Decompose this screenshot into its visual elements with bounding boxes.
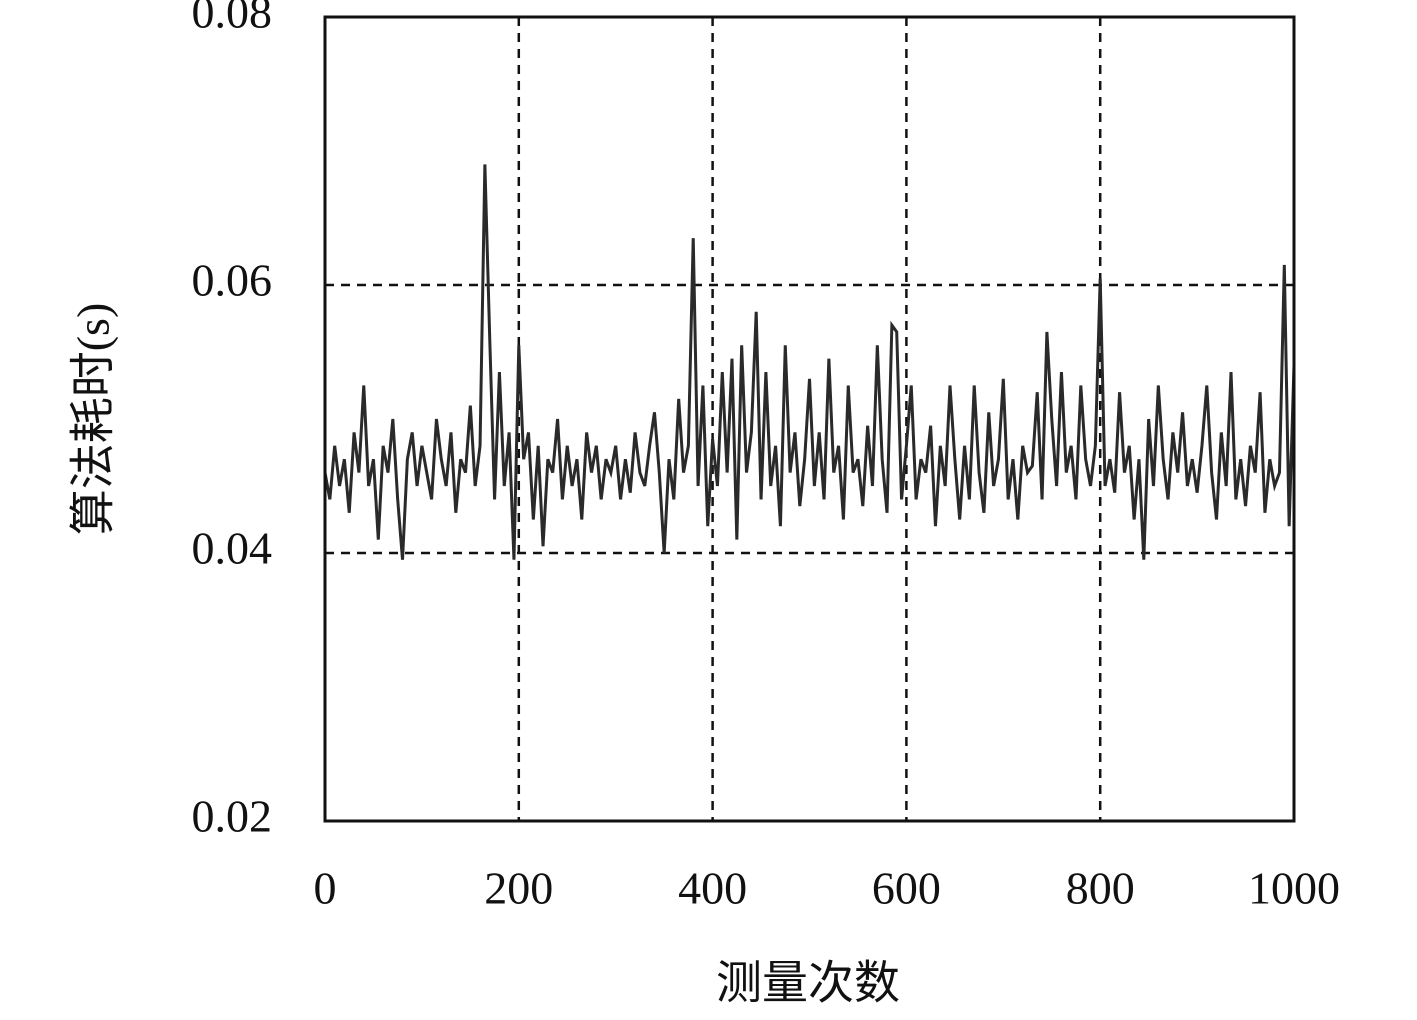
x-tick-label: 200 [484,863,553,914]
x-axis-label: 测量次数 [716,958,900,1009]
y-axis-label: 算法耗时(s) [68,303,119,536]
plot-frame [323,15,1296,823]
y-tick-label: 0.06 [192,255,273,306]
x-tick-label: 0 [314,863,337,914]
y-tick-label: 0.04 [192,523,273,574]
y-tick-label: 0.02 [192,791,273,842]
x-tick-label: 800 [1066,863,1135,914]
x-tick-label: 600 [872,863,941,914]
data-line [323,164,1296,560]
y-tick-label: 0.08 [192,0,273,38]
x-tick-label: 400 [678,863,747,914]
x-tick-label: 1000 [1248,863,1340,914]
